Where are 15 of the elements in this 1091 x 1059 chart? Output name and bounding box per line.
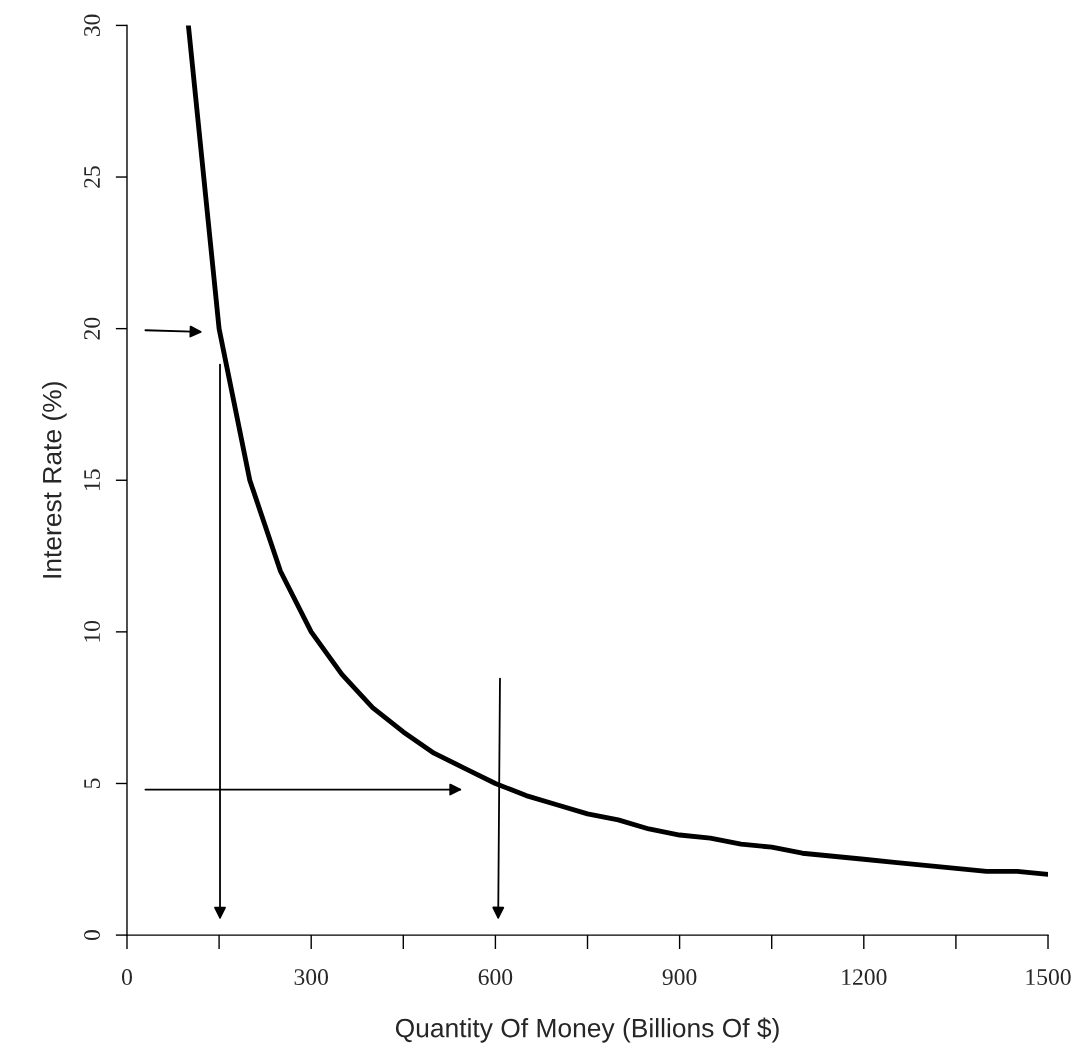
- x-tick-label: 600: [478, 969, 513, 986]
- x-tick-label: 1500: [1026, 969, 1071, 986]
- y-axis-title: Interest Rate (%): [42, 382, 67, 578]
- y-tick-label: 15: [84, 469, 100, 490]
- y-tick-label: 25: [84, 166, 100, 188]
- x-axis-title: Quantity Of Money (Billions Of $): [395, 1017, 779, 1043]
- y-tick-label: 5: [84, 778, 100, 789]
- x-tick-label: 300: [294, 969, 329, 986]
- y-tick-label: 0: [84, 930, 100, 941]
- y-tick-label: 10: [84, 620, 100, 642]
- y-tick-label: 20: [84, 317, 100, 340]
- x-tick-label: 1200: [842, 969, 887, 986]
- y-tick-label: 30: [84, 14, 100, 37]
- x-tick-label: 900: [662, 969, 697, 986]
- x-tick-label: 0: [121, 969, 132, 986]
